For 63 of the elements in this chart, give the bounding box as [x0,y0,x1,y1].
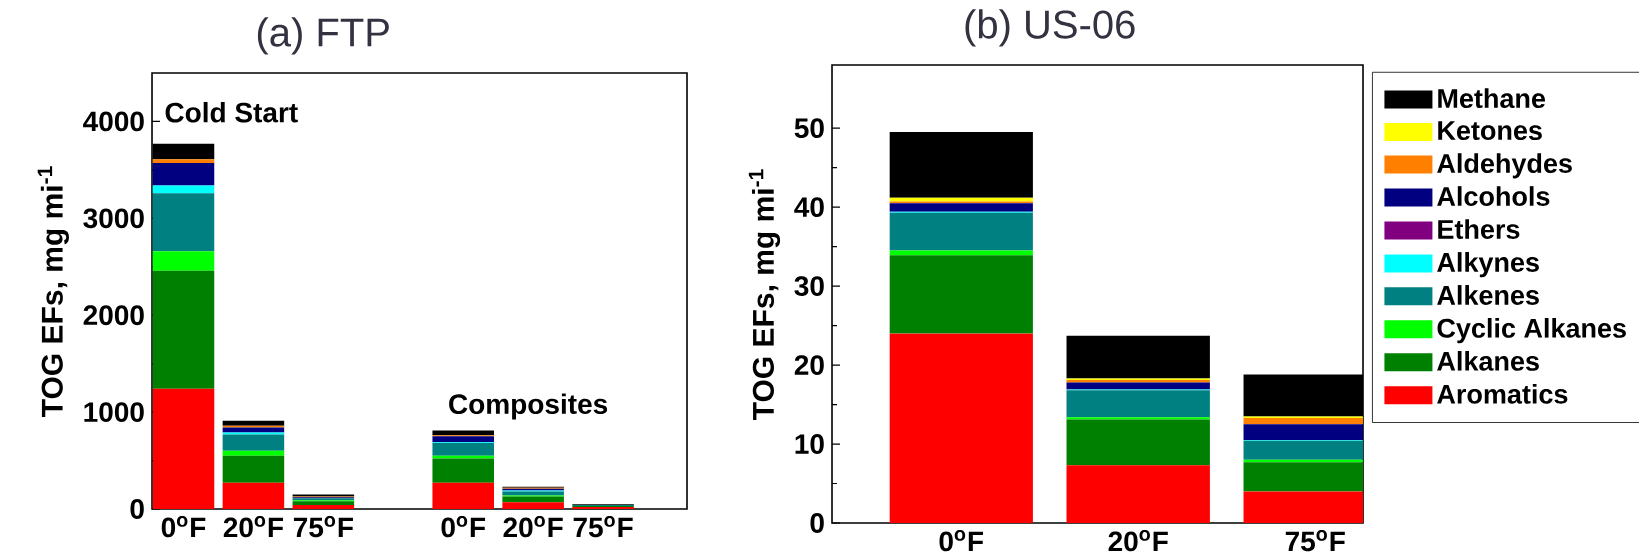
x-tick-label: 0$^{o}$F [161,516,206,538]
annotation: Cold Start [165,101,298,123]
bar [292,501,355,506]
bar [222,450,285,456]
legend-label: Alcohols [1437,186,1550,206]
y-tick-label: 0 [130,499,144,519]
chart-title: (a) FTP [257,17,389,55]
bar [432,443,494,456]
x-tick-label: 20$^{o}$F [503,516,563,538]
x-tick-label: 75$^{o}$F [573,516,633,538]
bar [432,482,494,509]
bar [222,420,285,426]
x-tick-label: 20$^{o}$F [1108,530,1168,552]
bar [152,388,215,509]
legend-label: Aldehydes [1437,153,1572,179]
bar [502,502,564,509]
bar [889,255,1033,334]
y-tick-label: 50 [794,118,824,139]
bar [889,333,1033,523]
y-axis-title: TOG EFs, mg mi$^{-1}$ [37,166,69,417]
bar [432,458,494,483]
legend-label: Alkenes [1437,285,1539,305]
y-axis-title: TOG EFs, mg mi$^{-1}$ [748,169,781,420]
annotation: Composites [449,393,608,420]
x-tick-label: 20$^{o}$F [223,516,284,538]
y-tick-label: 2000 [83,305,144,326]
legend-label: Alkanes [1437,350,1539,371]
bar [889,132,1033,198]
x-tick-label: 0$^{o}$F [939,530,984,552]
y-tick-label: 20 [794,355,824,375]
legend-label: Cyclic Alkanes [1437,318,1626,344]
y-tick-label: 4000 [83,111,144,132]
y-tick-label: 3000 [83,208,144,229]
bar [889,203,1033,212]
y-tick-label: 1000 [84,402,144,423]
bar [889,197,1033,202]
bar [152,185,215,194]
bar [152,159,215,164]
legend-label: Ethers [1438,219,1520,239]
x-tick-label: 0$^{o}$F [441,516,486,538]
bar [152,193,215,252]
bar [152,251,215,271]
bar [432,455,494,459]
x-tick-label: 75$^{o}$F [293,516,353,538]
bar [502,496,564,503]
bar [152,270,215,389]
y-tick-label: 10 [795,434,824,454]
legend-label: Aromatics [1437,383,1568,404]
y-tick-label: 0 [810,513,824,533]
legend-label: Methane [1438,88,1546,109]
y-tick-label: 40 [794,197,824,218]
chart-title: (b) US-06 [965,9,1135,47]
bar [432,436,494,443]
legend-label: Alkynes [1437,252,1539,278]
x-tick-label: 75$^{o}$F [1285,530,1345,552]
bar [222,455,285,483]
bar [222,482,285,509]
bar [292,505,355,509]
bar [889,212,1033,251]
bar [222,434,285,451]
y-tick-label: 30 [794,276,824,297]
legend-label: Ketones [1438,121,1542,141]
bar [152,163,215,186]
